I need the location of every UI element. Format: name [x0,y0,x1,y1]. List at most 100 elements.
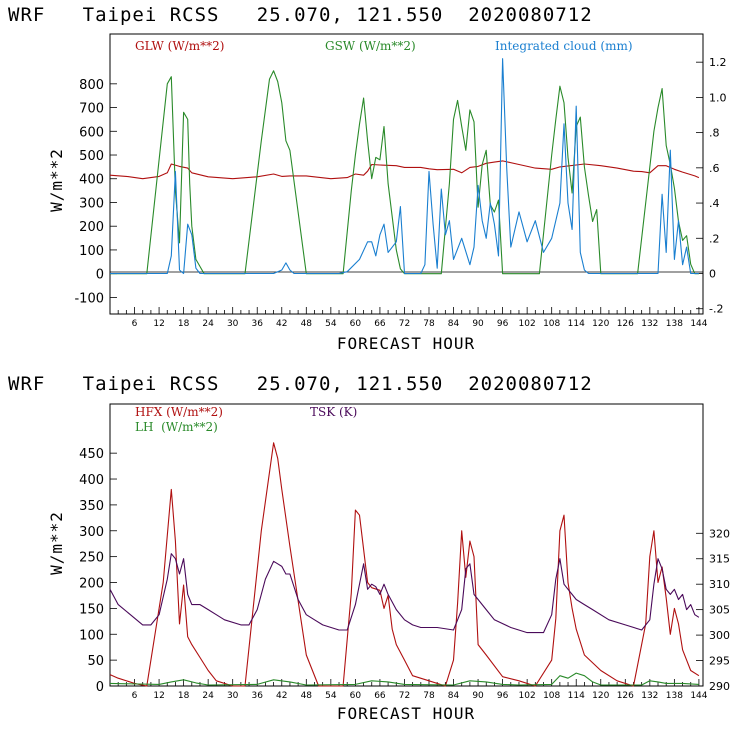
y2-tick-label: 1.2 [709,56,727,69]
top-y-ticks: -100 0 100 200 300 400 500 600 700 800 [74,78,117,306]
top-panel: WRF Taipei RCSS 25.070, 121.550 20200807… [8,4,727,353]
y2-tick-label: 315 [709,553,730,566]
y-tick-label: 200 [79,220,104,235]
top-series-glw-line [109,160,700,180]
x-tick-label: 126 [617,691,634,701]
x-tick-label: 18 [178,319,190,329]
x-tick-label: 12 [153,691,164,701]
y-tick-label: 350 [79,499,104,514]
bottom-series-lh-line [109,672,699,686]
x-tick-label: 120 [592,319,609,329]
bottom-panel: WRF Taipei RCSS 25.070, 121.550 20200807… [8,373,730,723]
x-tick-label: 42 [276,691,287,701]
y-tick-label: 200 [79,577,104,592]
y2-tick-label: .4 [709,197,720,210]
y-tick-label: 50 [87,654,104,669]
x-tick-label: 138 [666,691,683,701]
top-legend-cloud: Integrated cloud (mm) [495,39,633,53]
x-tick-label: 108 [543,319,560,329]
y-tick-label: 100 [79,244,104,259]
y2-tick-label: .2 [709,232,720,245]
top-chart-title: WRF Taipei RCSS 25.070, 121.550 20200807… [8,4,593,26]
y-tick-label: 600 [79,125,104,140]
bottom-y2-ticks: 290 295 300 305 310 315 320 [696,527,730,693]
x-tick-label: 132 [641,691,658,701]
top-plot-frame [109,33,704,315]
x-tick-label: 66 [374,691,386,701]
top-legend-gsw: GSW (W/m**2) [325,39,416,53]
y-tick-label: 400 [79,173,104,188]
y-tick-label: 250 [79,551,104,566]
y2-tick-label: 305 [709,604,730,617]
y2-tick-label: 310 [709,578,730,591]
y-tick-label: 150 [79,602,104,617]
bottom-series-hfx-line [109,442,700,687]
bottom-y-axis-label: W/m**2 [47,511,66,575]
bottom-x-axis-label: FORECAST HOUR [337,704,475,723]
x-tick-label: 108 [543,691,560,701]
y-tick-label: 0 [96,268,104,283]
x-tick-label: 66 [374,319,386,329]
y2-tick-label: 290 [709,680,730,693]
top-y-axis-label: W/m**2 [47,148,66,212]
bottom-plot-frame [109,403,704,687]
bottom-y-ticks: 0 50 100 150 200 250 300 350 400 450 [79,447,117,695]
x-tick-label: 42 [276,319,287,329]
x-tick-label: 36 [252,691,264,701]
x-tick-label: 6 [132,319,138,329]
x-tick-label: 48 [301,691,313,701]
y-tick-label: 0 [96,680,104,695]
x-tick-label: 78 [423,319,435,329]
y-tick-label: 700 [79,102,104,117]
y2-tick-label: 295 [709,655,730,668]
bottom-legend-lh: LH (W/m**2) [135,420,218,434]
bottom-legend-tsk: TSK (K) [310,405,357,419]
top-series-cloud-line [110,58,699,275]
x-tick-label: 90 [472,691,484,701]
top-x-ticks: 6 12 18 24 30 36 42 48 54 60 66 72 78 84 90 96 102 108 114… [117,307,708,329]
y-tick-label: 300 [79,196,104,211]
x-tick-label: 126 [617,319,634,329]
top-series-group [109,58,700,275]
x-tick-label: 96 [497,691,509,701]
y-tick-label: -100 [74,291,104,306]
x-tick-label: 114 [568,691,585,701]
x-tick-label: 144 [690,691,707,701]
x-tick-label: 24 [202,691,214,701]
bottom-x-ticks: 6 12 18 24 30 36 42 48 54 60 66 72 78 84 90 96 102 108 114… [117,679,708,701]
bottom-chart-title: WRF Taipei RCSS 25.070, 121.550 20200807… [8,373,593,395]
x-tick-label: 30 [227,691,239,701]
top-y2-ticks: -.2 0 .2 .4 .6 .8 1.0 1.2 [696,56,727,316]
y2-tick-label: -.2 [709,303,723,316]
x-tick-label: 120 [592,691,609,701]
y2-tick-label: .8 [709,127,720,140]
y-tick-label: 800 [79,78,104,93]
x-tick-label: 30 [227,319,239,329]
top-legend-glw: GLW (W/m**2) [135,39,224,53]
y2-tick-label: 320 [709,527,730,540]
y2-tick-label: 300 [709,629,730,642]
x-tick-label: 84 [448,319,460,329]
x-tick-label: 102 [519,691,536,701]
x-tick-label: 138 [666,319,683,329]
x-tick-label: 48 [301,319,313,329]
x-tick-label: 6 [132,691,138,701]
y-tick-label: 450 [79,447,104,462]
y-tick-label: 400 [79,473,104,488]
y2-tick-label: .6 [709,162,720,175]
top-x-axis-label: FORECAST HOUR [337,334,475,353]
x-tick-label: 60 [350,319,362,329]
x-tick-label: 90 [472,319,484,329]
x-tick-label: 24 [202,319,214,329]
x-tick-label: 84 [448,691,460,701]
x-tick-label: 102 [519,319,536,329]
x-tick-label: 72 [399,691,410,701]
top-series-gsw-line [110,70,699,275]
y2-tick-label: 1.0 [709,91,727,104]
x-tick-label: 54 [325,691,337,701]
x-tick-label: 36 [252,319,264,329]
y2-tick-label: 0 [709,267,716,280]
x-tick-label: 60 [350,691,362,701]
y-tick-label: 500 [79,149,104,164]
